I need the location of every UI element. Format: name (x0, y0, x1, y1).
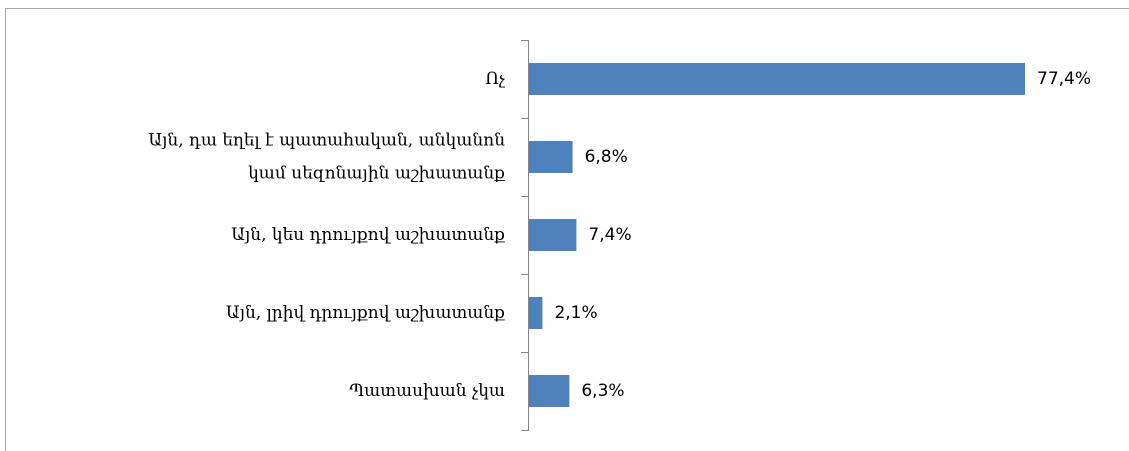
value-label: 6,8% (585, 147, 628, 167)
category-label: Այն, կես դրույքով աշխատանք (231, 225, 505, 245)
value-label: 6,3% (581, 381, 624, 401)
value-label: 7,4% (588, 225, 631, 245)
category-label: Պատասխան չկա (349, 381, 505, 401)
bar (529, 141, 573, 173)
bar (529, 63, 1025, 95)
bar (529, 297, 543, 329)
chart-frame (5, 8, 1129, 451)
category-label: Այն, դա եղել է պատահական, անկանոն կամ սեզ… (148, 130, 505, 183)
bar (529, 375, 570, 407)
category-label: Այն, լրիվ դրույքով աշխատանք (226, 303, 505, 323)
category-label: Ոչ (485, 69, 506, 89)
value-label: 77,4% (1037, 69, 1091, 89)
value-label: 2,1% (554, 303, 597, 323)
bar (529, 219, 577, 251)
